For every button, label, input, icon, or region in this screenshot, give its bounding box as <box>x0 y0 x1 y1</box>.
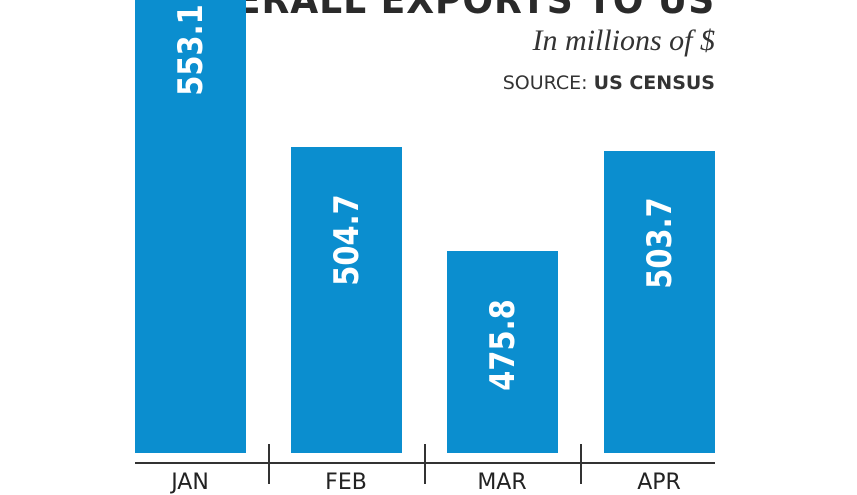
bar-feb: 504.7 <box>291 147 402 453</box>
axis-divider <box>268 444 270 484</box>
x-tick-label-mar: MAR <box>477 470 527 495</box>
axis-divider <box>424 444 426 484</box>
x-tick-label-jan: JAN <box>171 470 209 495</box>
chart-source: SOURCE: US CENSUS <box>503 72 715 94</box>
x-tick-label-feb: FEB <box>325 470 367 495</box>
bar-value-label: 504.7 <box>326 194 367 286</box>
bar-apr: 503.7 <box>604 151 715 453</box>
bar-jan: 553.1 <box>135 0 246 453</box>
x-tick-label-apr: APR <box>637 470 681 495</box>
bar-value-label: 553.1 <box>170 4 211 96</box>
chart-title: OVERALL EXPORTS TO US <box>176 0 715 22</box>
bar-mar: 475.8 <box>447 251 558 453</box>
bar-value-label: 503.7 <box>639 197 680 289</box>
axis-divider <box>580 444 582 484</box>
chart-subtitle: In millions of $ <box>532 24 715 57</box>
bar-value-label: 475.8 <box>482 299 523 391</box>
source-prefix: SOURCE: <box>502 72 588 94</box>
source-name: US CENSUS <box>593 72 715 94</box>
